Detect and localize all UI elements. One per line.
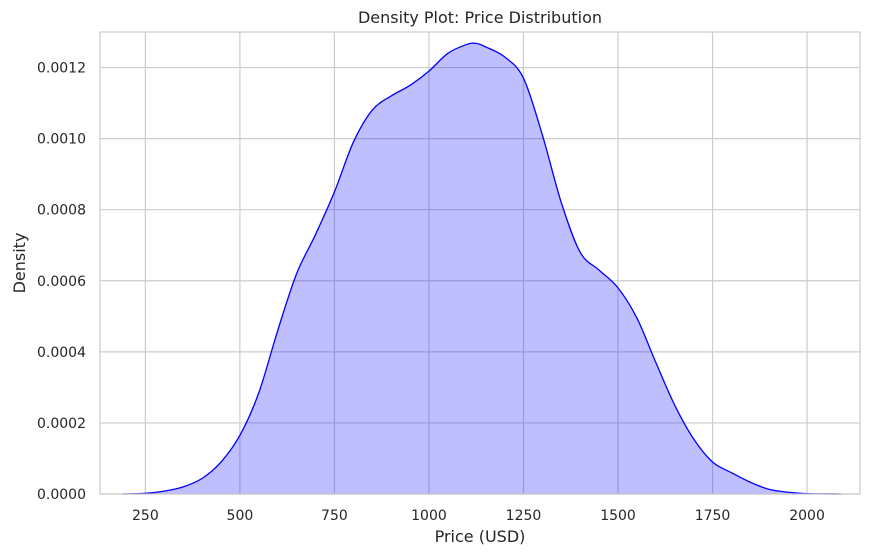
x-axis-title: Price (USD) — [435, 527, 526, 546]
y-tick-label: 0.0010 — [37, 132, 86, 148]
density-fill — [122, 43, 842, 494]
plot-frame — [99, 31, 861, 495]
x-tick-label: 2000 — [789, 508, 825, 524]
y-tick-label: 0.0008 — [37, 203, 86, 219]
density-line — [122, 42, 842, 495]
y-tick-label: 0.0002 — [37, 416, 86, 432]
x-axis-ticks: 250 500 750 1000 1250 1500 1750 2000 — [132, 508, 825, 524]
y-tick-label: 0.0012 — [37, 61, 86, 77]
y-tick-label: 0.0000 — [37, 487, 86, 503]
plot-border — [99, 31, 861, 495]
density-area — [122, 42, 842, 495]
x-tick-label: 1750 — [695, 508, 731, 524]
chart-title: Density Plot: Price Distribution — [358, 8, 602, 27]
x-tick-label: 1250 — [506, 508, 542, 524]
y-tick-label: 0.0004 — [37, 345, 86, 361]
y-axis-ticks: 0.0000 0.0002 0.0004 0.0006 0.0008 0.0010 0.00… — [37, 61, 86, 503]
y-tick-label: 0.0006 — [37, 274, 86, 290]
x-tick-label: 1000 — [411, 508, 447, 524]
plot-background — [100, 32, 860, 494]
x-tick-label: 750 — [321, 508, 348, 524]
x-tick-label: 250 — [132, 508, 159, 524]
x-tick-label: 500 — [227, 508, 254, 524]
y-axis-title: Density — [10, 233, 29, 294]
x-tick-label: 1500 — [600, 508, 636, 524]
